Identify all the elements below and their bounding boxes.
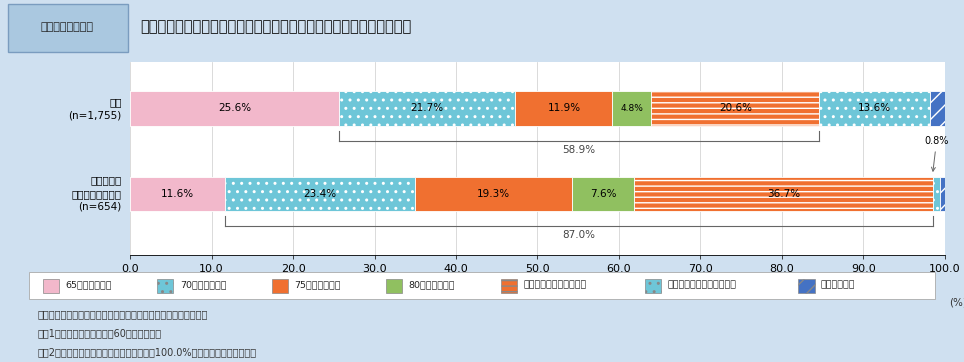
Bar — [933, 177, 940, 211]
Bar — [415, 177, 573, 211]
Text: あなたは、何歳ごろまで収入を伴う仕事をしたいですか（択一回答）: あなたは、何歳ごろまで収入を伴う仕事をしたいですか（択一回答） — [140, 20, 411, 34]
Text: 58.9%: 58.9% — [562, 145, 596, 155]
Bar — [516, 91, 612, 126]
Bar — [940, 177, 945, 211]
Text: 75歳くらいまで: 75歳くらいまで — [294, 280, 340, 289]
Bar — [573, 177, 634, 211]
Text: 働けるうちはいつまでも: 働けるうちはいつまでも — [523, 280, 586, 289]
Text: 仕事をしたいとは思わない: 仕事をしたいとは思わない — [667, 280, 736, 289]
Text: （注1）調査対象は、全国の60歳以上の男女: （注1）調査対象は、全国の60歳以上の男女 — [38, 329, 162, 338]
Bar — [634, 177, 933, 211]
Text: 70歳くらいまで: 70歳くらいまで — [179, 280, 227, 289]
FancyBboxPatch shape — [29, 272, 935, 299]
Bar — [930, 91, 946, 126]
Text: 資料：内閣府「高齢者の経済生活に関する調査」（令和元年度）: 資料：内閣府「高齢者の経済生活に関する調査」（令和元年度） — [38, 310, 208, 319]
Text: 23.4%: 23.4% — [304, 189, 336, 199]
Bar — [387, 279, 402, 292]
Bar — [338, 91, 516, 126]
Text: 25.6%: 25.6% — [218, 104, 251, 113]
Bar — [500, 279, 517, 292]
Bar — [157, 279, 174, 292]
Text: 4.8%: 4.8% — [621, 104, 643, 113]
Bar — [612, 91, 652, 126]
Bar — [819, 91, 930, 126]
Bar — [652, 91, 819, 126]
Text: 不明・無回答: 不明・無回答 — [821, 280, 855, 289]
Text: 20.6%: 20.6% — [719, 104, 752, 113]
Text: 7.6%: 7.6% — [590, 189, 617, 199]
Bar — [130, 91, 338, 126]
Bar — [272, 279, 288, 292]
Text: 11.6%: 11.6% — [161, 189, 194, 199]
Text: (%): (%) — [949, 298, 964, 308]
Text: （注2）四捨五入の関係で、足し合わせても100.0%にならない場合がある。: （注2）四捨五入の関係で、足し合わせても100.0%にならない場合がある。 — [38, 348, 257, 358]
Bar — [798, 279, 815, 292]
Text: 87.0%: 87.0% — [562, 231, 596, 240]
Text: 21.7%: 21.7% — [411, 104, 443, 113]
Bar — [225, 177, 415, 211]
Text: 0.8%: 0.8% — [924, 136, 949, 171]
Text: 80歳くらいまで: 80歳くらいまで — [409, 280, 455, 289]
Bar — [645, 279, 661, 292]
Text: 19.3%: 19.3% — [477, 189, 510, 199]
Text: 図１－２－１－８: 図１－２－１－８ — [40, 22, 93, 32]
Text: 36.7%: 36.7% — [767, 189, 800, 199]
Bar — [130, 177, 225, 211]
Text: 65歳くらいまで: 65歳くらいまで — [66, 280, 112, 289]
Text: 13.6%: 13.6% — [858, 104, 892, 113]
Text: 11.9%: 11.9% — [548, 104, 580, 113]
Bar — [42, 279, 59, 292]
FancyBboxPatch shape — [8, 4, 128, 52]
